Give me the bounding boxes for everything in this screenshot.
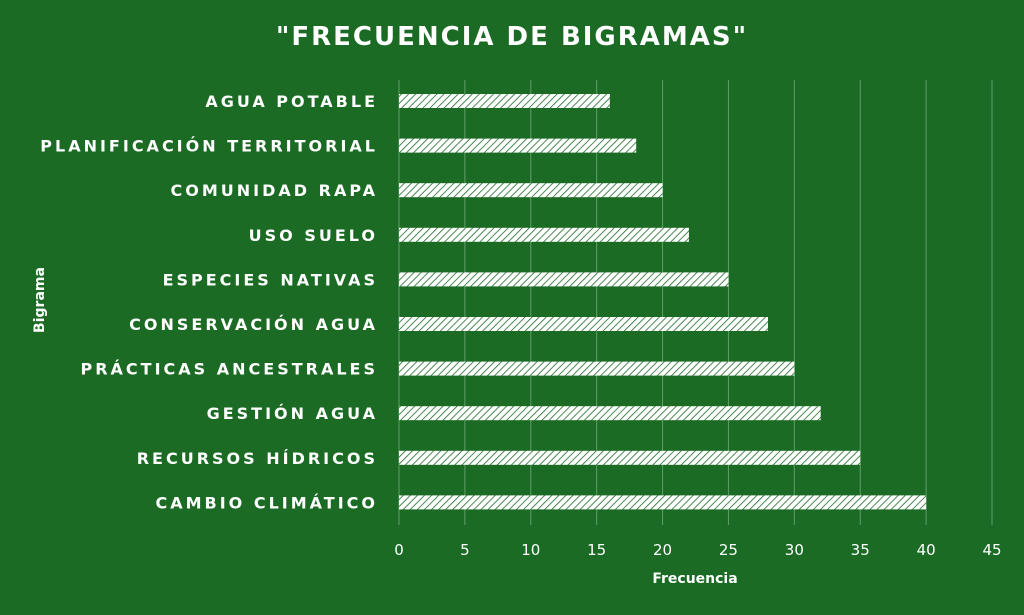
x-axis-title: Frecuencia — [652, 571, 737, 587]
category-label: PLANIFICACIÓN TERRITORIAL — [40, 137, 378, 156]
category-label: CAMBIO CLIMÁTICO — [155, 493, 378, 512]
bar — [399, 272, 729, 287]
x-tick-label: 40 — [917, 541, 936, 559]
category-label: ESPECIES NATIVAS — [163, 270, 378, 289]
chart-title: "FRECUENCIA DE BIGRAMAS" — [276, 22, 748, 52]
bar — [399, 450, 861, 465]
category-label: RECURSOS HÍDRICOS — [137, 449, 378, 468]
gridlines — [398, 80, 993, 525]
x-tick-label: 45 — [982, 541, 1001, 559]
x-axis-ticks: 0 5 10 15 20 25 30 35 40 45 — [394, 541, 1001, 559]
x-tick-label: 25 — [719, 541, 738, 559]
category-label: USO SUELO — [249, 226, 378, 245]
bar — [399, 361, 795, 376]
bar — [399, 495, 927, 510]
y-axis-title: Bigrama — [32, 267, 48, 333]
bar — [399, 406, 821, 421]
category-label: AGUA POTABLE — [205, 92, 378, 111]
x-tick-label: 10 — [521, 541, 540, 559]
x-tick-label: 35 — [851, 541, 870, 559]
bar — [399, 138, 637, 153]
bar — [399, 317, 768, 331]
category-label: COMUNIDAD RAPA — [171, 181, 378, 200]
category-labels: AGUA POTABLE PLANIFICACIÓN TERRITORIAL COM… — [40, 92, 379, 512]
category-label: CONSERVACIÓN AGUA — [129, 315, 378, 334]
x-tick-label: 0 — [394, 541, 404, 559]
category-label: PRÁCTICAS ANCESTRALES — [81, 360, 379, 379]
category-label: GESTIÓN AGUA — [207, 404, 378, 423]
bar — [399, 227, 689, 242]
x-tick-label: 5 — [460, 541, 470, 559]
x-tick-label: 20 — [653, 541, 672, 559]
bar — [399, 94, 610, 108]
bar — [399, 183, 663, 198]
bars — [399, 94, 927, 510]
x-tick-label: 30 — [785, 541, 804, 559]
x-tick-label: 15 — [587, 541, 606, 559]
